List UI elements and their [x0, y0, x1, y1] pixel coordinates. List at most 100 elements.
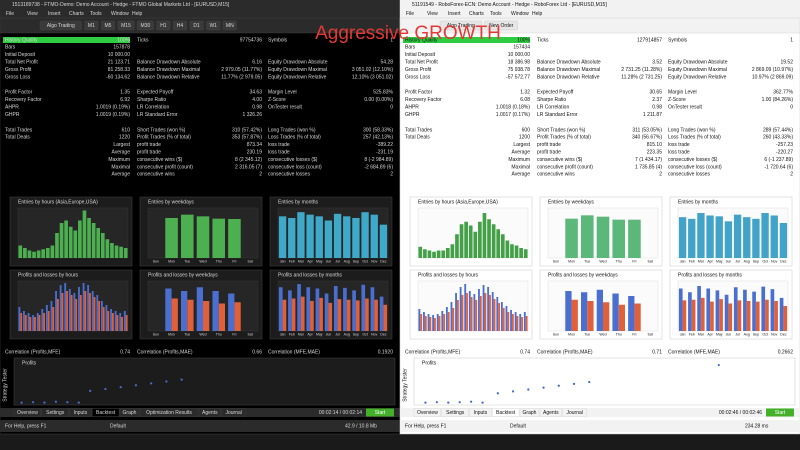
bar	[478, 221, 482, 258]
report-value: 6.08	[520, 97, 530, 103]
x-tick-label: Jan	[680, 259, 686, 263]
report-value: -2 684.89 (6)	[364, 164, 393, 170]
tab[interactable]	[469, 408, 492, 417]
menu-item[interactable]: Tools	[490, 11, 502, 17]
menu-item[interactable]: File	[406, 11, 414, 17]
toolbar-label[interactable]: New Order	[489, 23, 514, 29]
start-button[interactable]	[366, 408, 394, 417]
toolbar-button[interactable]	[100, 20, 115, 31]
toolbar-button[interactable]	[39, 20, 82, 31]
tab[interactable]	[492, 408, 520, 417]
tab-label[interactable]: Optimization Results	[146, 410, 192, 416]
tab[interactable]	[41, 408, 69, 417]
toolbar-button[interactable]	[156, 20, 171, 31]
menu-item[interactable]: File	[6, 11, 14, 17]
toolbar-label[interactable]: Algo Trading	[47, 23, 75, 29]
menu-item[interactable]: View	[27, 11, 38, 17]
tab-label[interactable]: Graph	[123, 410, 137, 416]
tab[interactable]	[139, 408, 199, 417]
tab-label[interactable]: Agents	[543, 410, 559, 416]
tab[interactable]	[119, 408, 140, 417]
toolbar-label[interactable]: M5	[105, 23, 112, 29]
toolbar-label[interactable]: W1	[209, 23, 217, 29]
menu-item[interactable]: View	[427, 11, 438, 17]
correlation-label: Correlation (Profits,MFE)	[405, 349, 461, 355]
tab[interactable]	[221, 408, 246, 417]
x-tick-label: Jun	[726, 259, 732, 263]
toolbar-label[interactable]: Algo Trading	[447, 23, 475, 29]
tab-label[interactable]: Inputs	[474, 410, 488, 416]
report-label: consecutive losses	[668, 172, 710, 178]
tab-label[interactable]: Agents	[202, 410, 218, 416]
tab-label[interactable]: Overview	[17, 410, 38, 416]
menu-item[interactable]: Window	[511, 11, 529, 17]
report-value: 0.00 (0.00%)	[364, 97, 393, 103]
report-label: Gross Profit	[405, 67, 432, 73]
tab-label[interactable]: Overview	[417, 410, 438, 416]
x-tick-label: Wed	[199, 259, 206, 263]
tab-label[interactable]: Settings	[46, 410, 65, 416]
report-value: 10.97% (2 869.09)	[752, 74, 793, 80]
start-button[interactable]	[766, 408, 794, 417]
toolbar-label[interactable]: M1	[88, 23, 95, 29]
toolbar-button[interactable]	[84, 20, 99, 31]
tab[interactable]	[198, 408, 221, 417]
tab-label[interactable]: Journal	[225, 410, 241, 416]
tab[interactable]	[519, 408, 540, 417]
menu-item[interactable]: Help	[532, 11, 543, 17]
toolbar-label[interactable]: D1	[193, 23, 200, 29]
status-bar	[0, 420, 400, 432]
report-header-bar	[3, 37, 130, 43]
tab-label[interactable]: Graph	[523, 410, 537, 416]
toolbar-button[interactable]	[206, 20, 221, 31]
tab-label[interactable]: Settings	[446, 410, 465, 416]
toolbar-label[interactable]: M30	[141, 23, 151, 29]
tab[interactable]	[539, 408, 562, 417]
toolbar-button[interactable]	[117, 20, 135, 31]
x-tick-label: Dec	[380, 332, 386, 336]
tab[interactable]	[413, 408, 441, 417]
toolbar-label[interactable]: MN	[226, 23, 234, 29]
toolbar-button[interactable]	[222, 20, 237, 31]
tab-label[interactable]: Journal	[566, 410, 582, 416]
menu-item[interactable]: Help	[132, 11, 143, 17]
tab-label[interactable]: Inputs	[74, 410, 88, 416]
bar	[352, 290, 356, 331]
tab[interactable]	[69, 408, 92, 417]
correlation-label: Correlation (Profits,MAE)	[537, 349, 593, 355]
toolbar-label[interactable]: M15	[121, 23, 131, 29]
bar	[91, 223, 96, 258]
toolbar-button[interactable]	[439, 20, 482, 31]
tab-label[interactable]: Backtest	[96, 410, 116, 416]
toolbar-label[interactable]: H1	[160, 23, 167, 29]
x-tick-label: Jun	[726, 332, 732, 336]
bar	[697, 286, 701, 331]
tab[interactable]	[92, 408, 120, 417]
menu-item[interactable]: Insert	[48, 11, 61, 17]
toolbar-button[interactable]	[172, 20, 187, 31]
tab[interactable]	[441, 408, 469, 417]
toolbar-button[interactable]	[136, 20, 154, 31]
menu-item[interactable]: Window	[111, 11, 129, 17]
menu-item[interactable]: Tools	[90, 11, 102, 17]
report-value: 310 (57.42%)	[232, 127, 262, 133]
bar	[78, 220, 82, 258]
start-label[interactable]: Start	[375, 410, 386, 416]
start-label[interactable]: Start	[775, 410, 786, 416]
tab[interactable]	[13, 408, 41, 417]
chart-title: Profits and losses by hours	[418, 272, 479, 278]
report-label: Total Net Profit	[5, 60, 38, 66]
bar	[770, 289, 775, 331]
x-tick-label: Apr	[307, 332, 313, 336]
menu-item[interactable]: Charts	[469, 11, 484, 17]
menu-item[interactable]: Charts	[69, 11, 84, 17]
tab-label[interactable]: Backtest	[496, 410, 516, 416]
toolbar-button[interactable]	[484, 20, 519, 31]
toolbar-label[interactable]: H4	[177, 23, 184, 29]
report-label: AHPR	[5, 105, 19, 111]
menu-item[interactable]: Insert	[448, 11, 461, 17]
toolbar-button[interactable]	[189, 20, 204, 31]
tab[interactable]	[562, 408, 587, 417]
bar	[59, 285, 62, 331]
report-value: 1.35	[120, 90, 130, 96]
